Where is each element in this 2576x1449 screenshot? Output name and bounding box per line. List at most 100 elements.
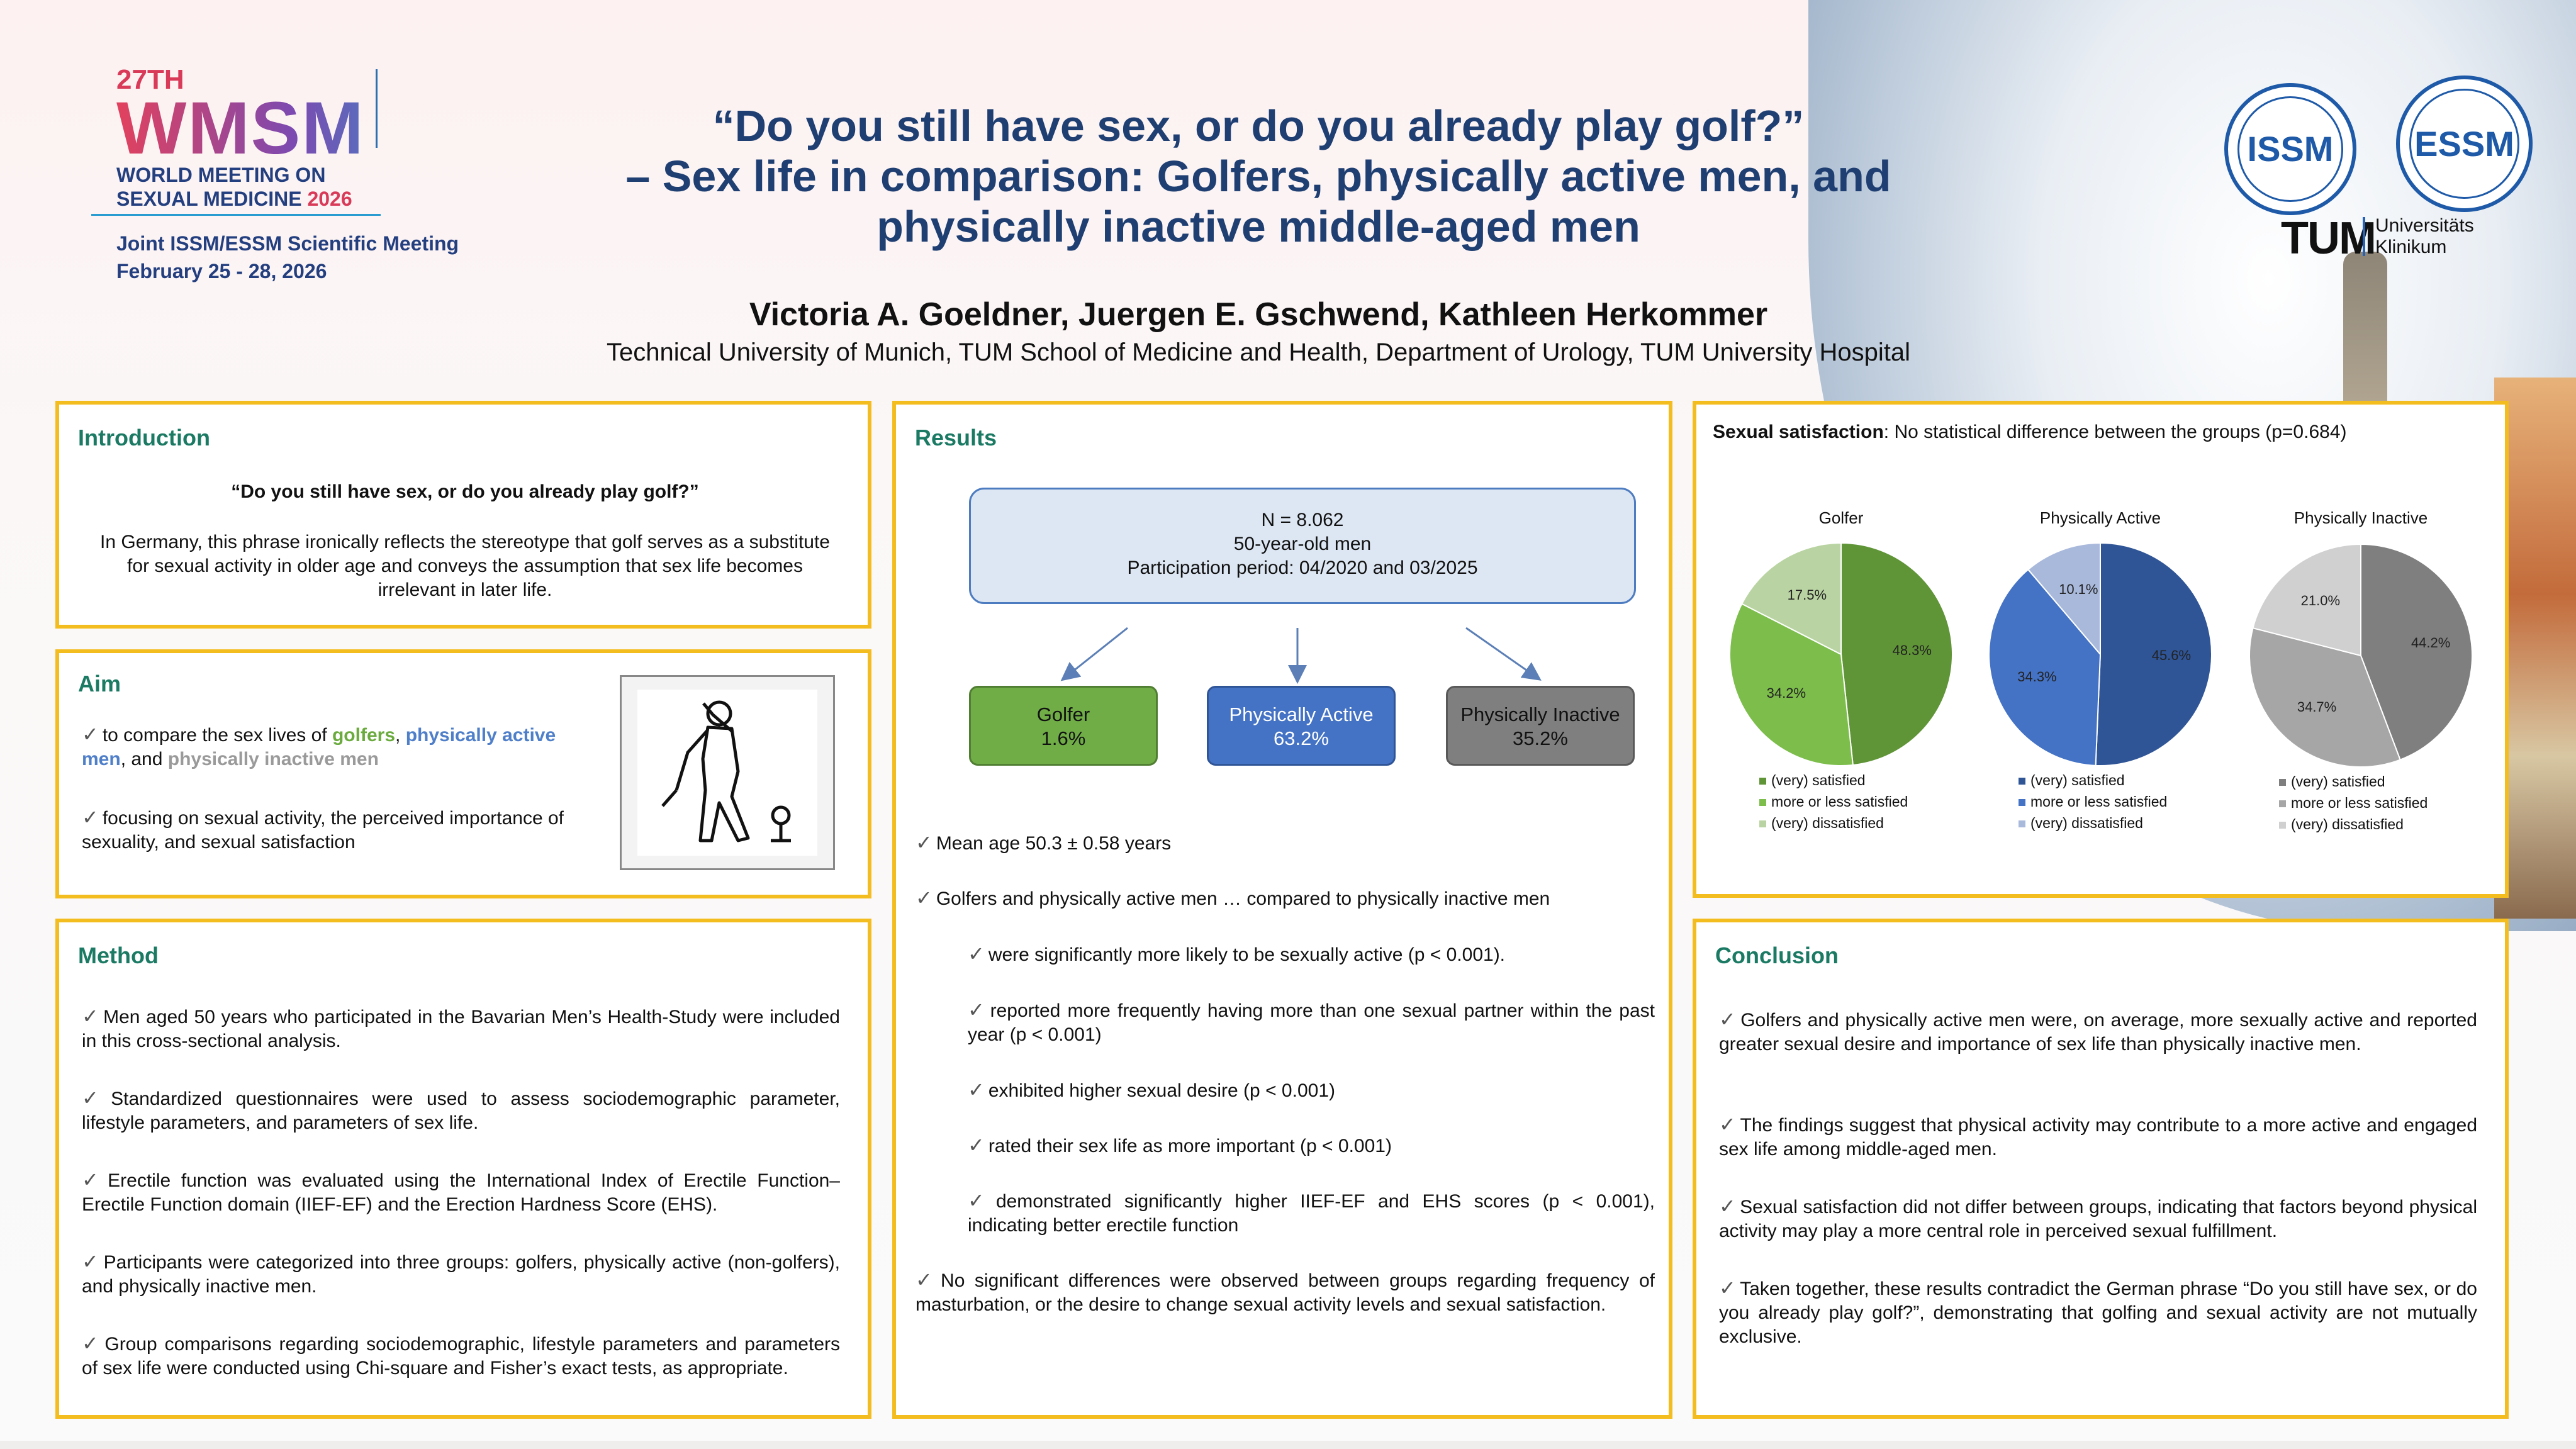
tum-logo-text: Universitäts Klinikum <box>2375 215 2474 257</box>
wmsm-logo: 27TH WMSM WORLD MEETING ON SEXUAL MEDICI… <box>116 66 469 211</box>
legend-item: (very) dissatisfied <box>2279 814 2428 835</box>
legend-item: (very) satisfied <box>2019 769 2167 791</box>
check-icon: ✓ <box>82 806 99 829</box>
legend-item: (very) satisfied <box>2279 771 2428 792</box>
conclusion-item-3: ✓ Sexual satisfaction did not differ betw… <box>1719 1195 2477 1241</box>
introduction-body: In Germany, this phrase ironically refle… <box>100 532 830 600</box>
pie-legend-2: (very) satisfied more or less satisfied (v… <box>2279 771 2428 835</box>
poster-title: “Do you still have sex, or do you alread… <box>625 101 1891 251</box>
pie-label-0-2: 17.5% <box>1787 587 1827 603</box>
method-item-3: ✓ Erectile function was evaluated using t… <box>82 1168 840 1215</box>
introduction-panel: Introduction “Do you still have sex, or … <box>55 401 871 629</box>
pie-title-2: Physically Inactive <box>2293 508 2428 527</box>
legend-item: (very) satisfied <box>1759 769 1908 791</box>
check-icon: ✓ <box>82 1168 104 1191</box>
method-item-5: ✓ Group comparisons regarding sociodemogr… <box>82 1332 841 1379</box>
results-sub-3: ✓ exhibited higher sexual desire (p < 0.0… <box>968 1078 1335 1101</box>
golfer-illustration <box>620 675 835 870</box>
legend-item: more or less satisfied <box>2019 791 2167 812</box>
legend-swatch <box>1759 799 1766 806</box>
pie-chart-0 <box>1729 542 1953 766</box>
results-mean-age: ✓ Mean age 50.3 ± 0.58 years <box>916 831 1172 854</box>
results-sub-1: ✓ were significantly more likely to be se… <box>968 943 1506 965</box>
introduction-title: Introduction <box>78 425 210 450</box>
authors: Victoria A. Goeldner, Juergen E. Gschwen… <box>749 296 1768 333</box>
pie-label-0-1: 34.2% <box>1766 685 1806 702</box>
conclusion-item-2: ✓ The findings suggest that physical acti… <box>1719 1113 2478 1160</box>
pie-slice-0-1 <box>1729 603 1854 766</box>
pie-chart-2 <box>2249 543 2473 768</box>
satisfaction-heading: Sexual satisfaction: No statistical diff… <box>1713 422 2347 442</box>
introduction-quote: “Do you still have sex, or do you alread… <box>231 481 699 502</box>
results-sub-2: ✓ reported more frequently having more th… <box>968 999 1655 1045</box>
aim-bullet-1: ✓ to compare the sex lives of golfers, ph… <box>82 723 556 769</box>
check-icon: ✓ <box>1719 1277 1737 1299</box>
group-arrows <box>1060 627 1542 684</box>
aim-title: Aim <box>78 671 121 697</box>
legend-item: (very) dissatisfied <box>2019 812 2167 834</box>
check-icon: ✓ <box>968 1134 985 1156</box>
check-icon: ✓ <box>968 943 985 965</box>
meeting-info: Joint ISSM/ESSM Scientific Meeting Febru… <box>116 232 459 283</box>
results-title: Results <box>915 425 997 450</box>
check-icon: ✓ <box>916 887 932 909</box>
conclusion-item-4: ✓ Taken together, these results contradic… <box>1719 1277 2477 1347</box>
pie-label-1-1: 34.3% <box>2017 668 2057 685</box>
results-no-diff: ✓ No significant differences were observe… <box>916 1268 1655 1315</box>
group-box-active: Physically Active 63.2% <box>1207 686 1396 766</box>
pie-slice-2-1 <box>2249 627 2401 768</box>
pie-slice-1-1 <box>1988 568 2102 766</box>
pie-legend-1: (very) satisfied more or less satisfied (v… <box>2019 769 2167 834</box>
check-icon: ✓ <box>82 1005 100 1027</box>
method-title: Method <box>78 943 159 968</box>
tum-logo: TUM <box>2281 213 2377 264</box>
pie-slice-1-2 <box>2027 542 2101 656</box>
check-icon: ✓ <box>1719 1008 1737 1031</box>
conclusion-item-1: ✓ Golfers and physically active men were,… <box>1719 1008 2477 1055</box>
logo-divider <box>376 69 378 148</box>
legend-swatch <box>1759 820 1766 827</box>
check-icon: ✓ <box>82 1250 100 1273</box>
pie-label-1-2: 10.1% <box>2059 581 2098 597</box>
group-box-golfer: Golfer 1.6% <box>969 686 1158 766</box>
check-icon: ✓ <box>1719 1195 1737 1217</box>
check-icon: ✓ <box>916 1268 938 1291</box>
check-icon: ✓ <box>82 723 99 746</box>
check-icon: ✓ <box>968 1078 985 1101</box>
check-icon: ✓ <box>968 999 987 1021</box>
pie-chart-1 <box>1988 542 2212 766</box>
tum-logo-divider <box>2363 217 2365 256</box>
pie-title-0: Golfer <box>1818 508 1864 527</box>
legend-item: more or less satisfied <box>1759 791 1908 812</box>
legend-swatch <box>2019 820 2025 827</box>
pie-label-2-0: 44.2% <box>2411 635 2451 651</box>
pie-label-0-0: 48.3% <box>1892 642 1932 659</box>
pie-label-2-2: 21.0% <box>2300 593 2341 609</box>
pie-slice-2-2 <box>2252 543 2361 657</box>
legend-swatch <box>2279 779 2286 786</box>
legend-swatch <box>2019 778 2025 785</box>
golfer-icon <box>661 700 791 842</box>
pie-slice-1-0 <box>2095 542 2212 766</box>
results-sub-5: ✓ demonstrated significantly higher IIEF-… <box>968 1189 1655 1236</box>
method-panel: Method ✓ Men aged 50 years who participat… <box>55 919 871 1419</box>
pie-label-1-0: 45.6% <box>2151 647 2192 664</box>
legend-swatch <box>1759 778 1766 785</box>
pie-slice-0-0 <box>1840 542 1953 766</box>
legend-item: more or less satisfied <box>2279 792 2428 814</box>
legend-swatch <box>2279 822 2286 829</box>
conclusion-title: Conclusion <box>1715 943 1839 968</box>
footer-strip <box>0 1441 2576 1449</box>
affiliation: Technical University of Munich, TUM Scho… <box>607 338 1910 366</box>
pie-slice-2-0 <box>2360 543 2473 761</box>
method-item-4: ✓ Participants were categorized into thre… <box>82 1250 841 1297</box>
conclusion-panel: Conclusion ✓ Golfers and physically activ… <box>1693 919 2509 1419</box>
issm-logo: ISSM <box>2224 83 2356 215</box>
legend-swatch <box>2019 799 2025 806</box>
check-icon: ✓ <box>968 1189 992 1212</box>
legend-swatch <box>2279 800 2286 807</box>
results-sub-4: ✓ rated their sex life as more important … <box>968 1134 1392 1156</box>
logo-underline <box>91 214 381 216</box>
group-box-inactive: Physically Inactive 35.2% <box>1446 686 1635 766</box>
pie-slice-0-2 <box>1740 542 1842 656</box>
